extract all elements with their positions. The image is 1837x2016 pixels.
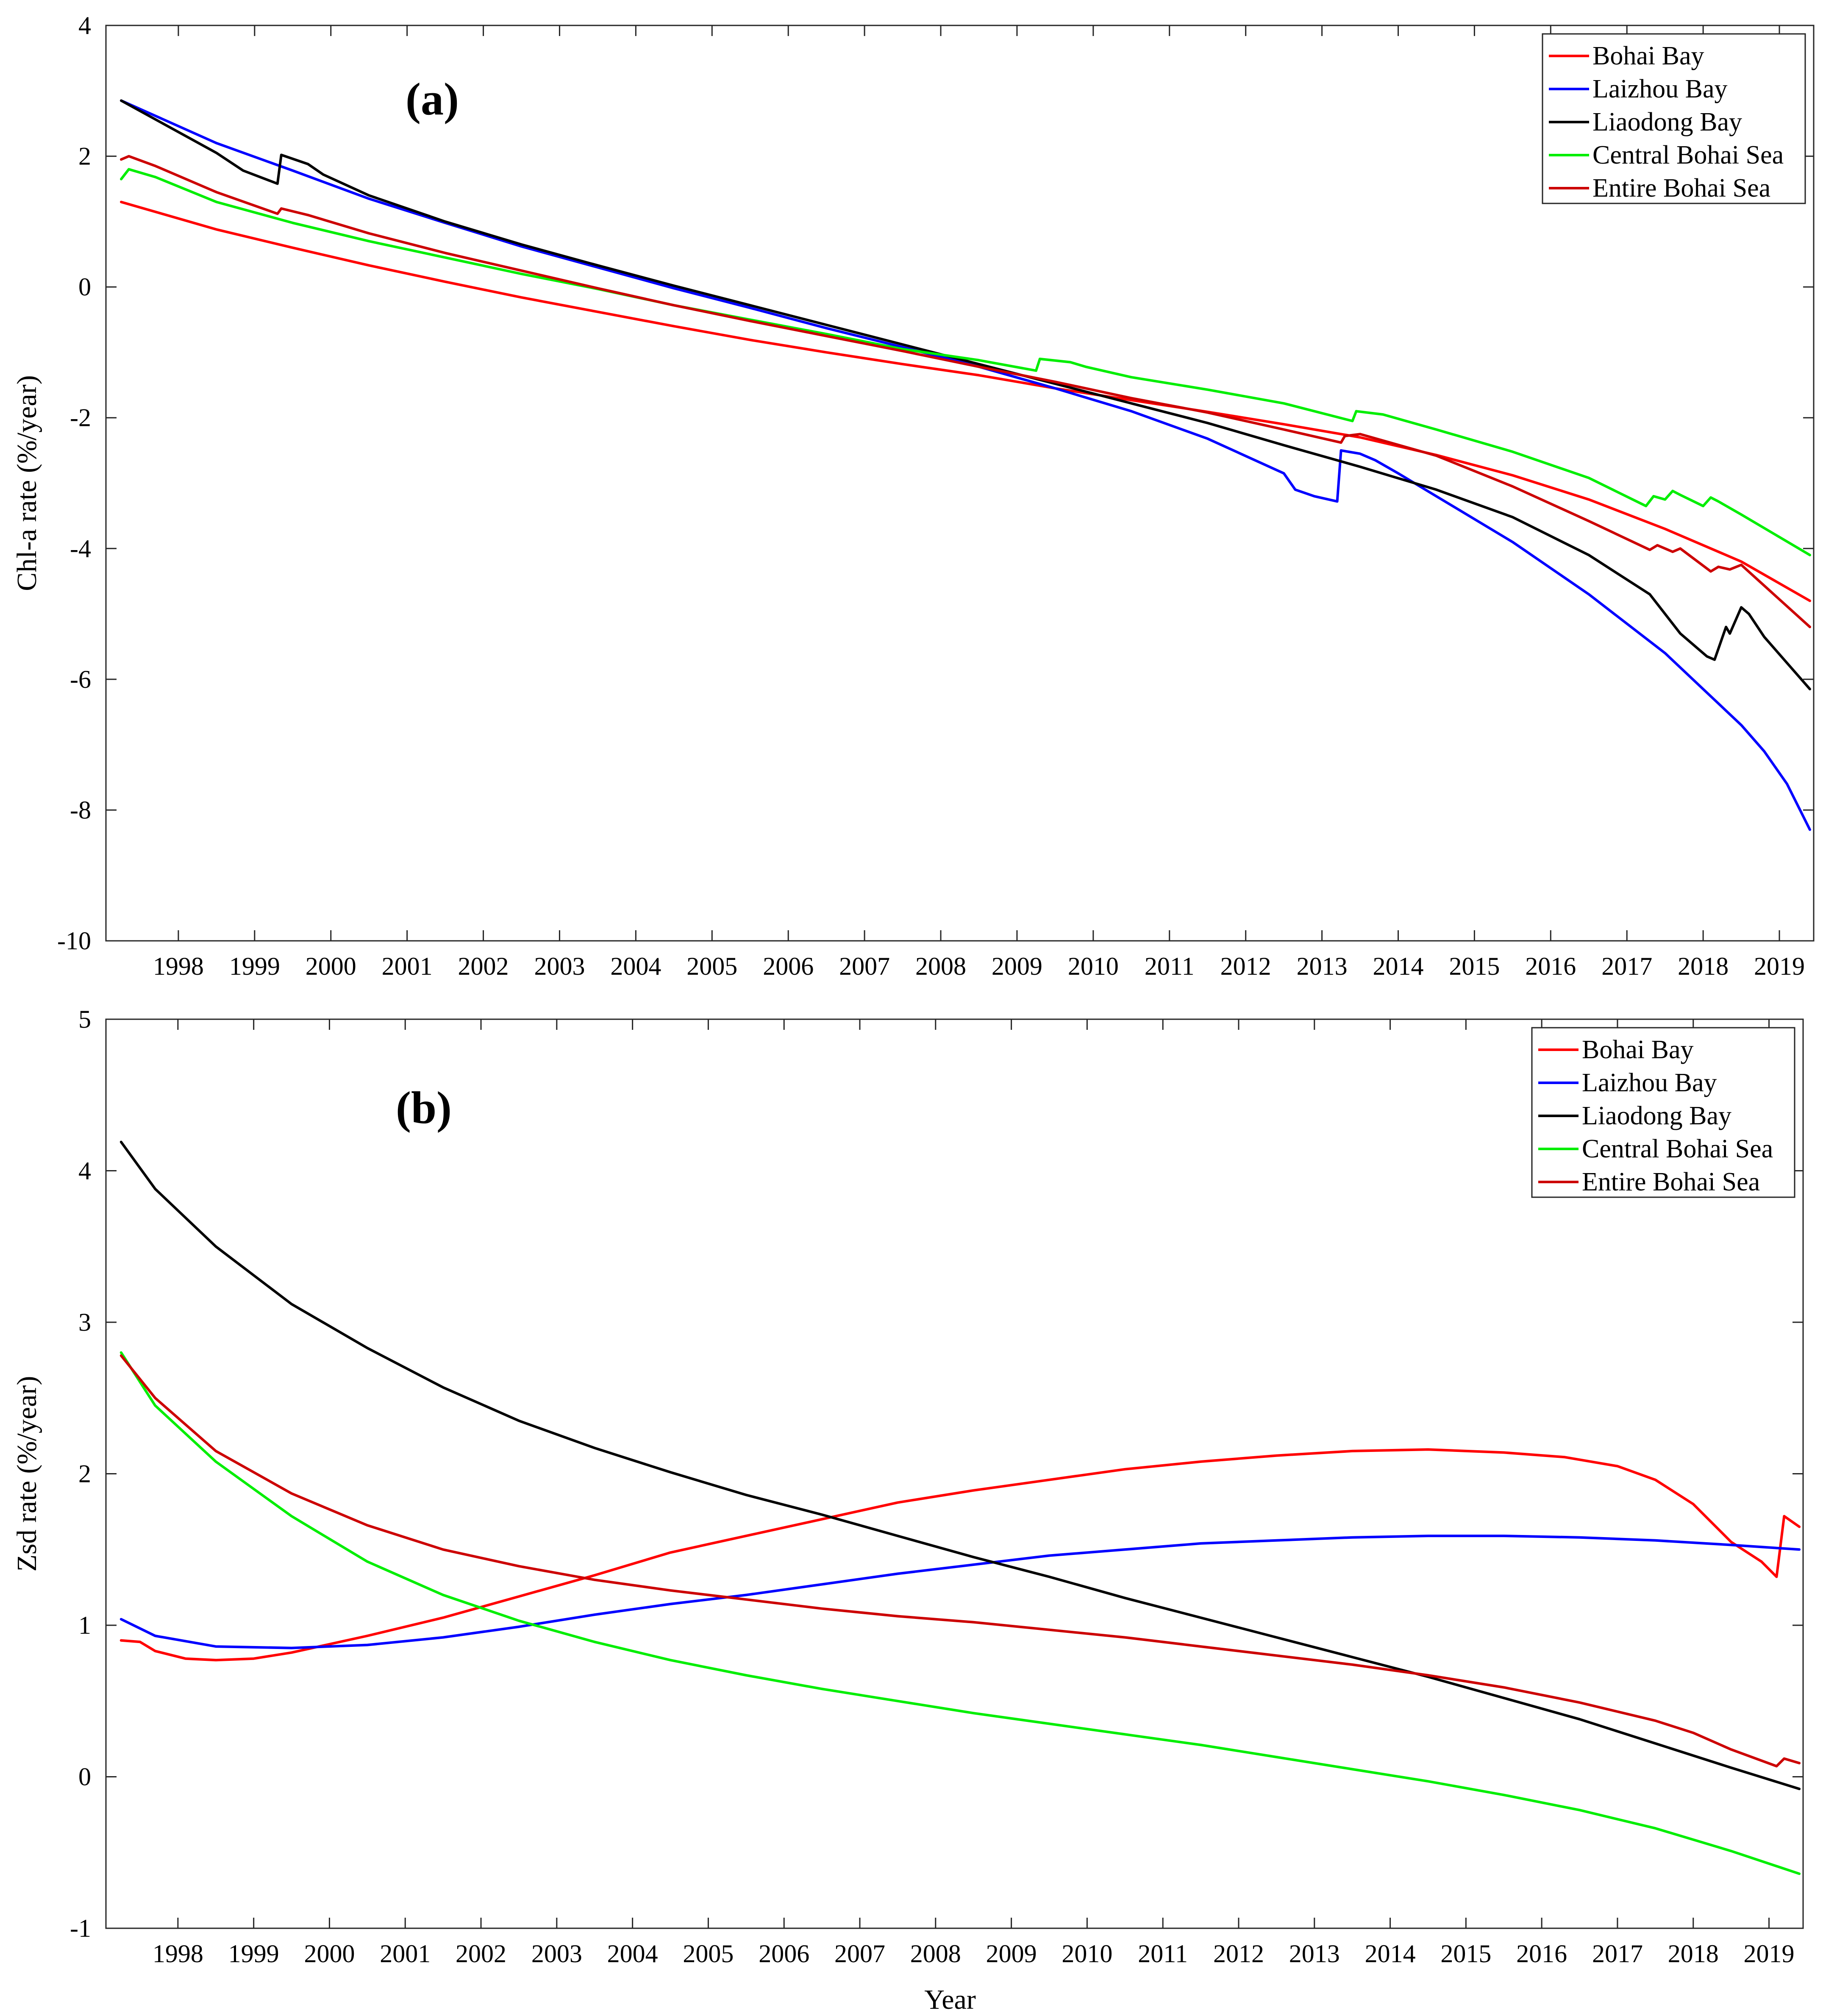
x-tick-label: 1999: [228, 1940, 279, 1968]
series-line-liaodong-bay: [120, 99, 1811, 690]
x-tick-label: 2015: [1440, 1940, 1491, 1968]
x-tick-label: 2000: [304, 1940, 355, 1968]
y-tick-label: -2: [70, 404, 91, 432]
x-tick-label: 2005: [683, 1940, 734, 1968]
x-axis-title: Year: [924, 1984, 976, 2015]
x-tick-label: 2003: [531, 1940, 582, 1968]
x-tick-label: 2018: [1678, 952, 1729, 980]
x-tick-label: 2014: [1373, 952, 1423, 980]
legend-entry: Entire Bohai Sea: [1582, 1168, 1760, 1196]
series-group: [120, 99, 1811, 831]
x-tick-label: 2019: [1744, 1940, 1795, 1968]
x-tick-label: 1998: [153, 952, 204, 980]
x-tick-label: 1999: [229, 952, 280, 980]
series-line-liaodong-bay: [120, 1140, 1801, 1791]
series-line-laizhou-bay: [120, 99, 1811, 831]
legend-entry: Liaodong Bay: [1592, 108, 1742, 136]
y-tick-label: 4: [78, 1157, 91, 1185]
series-line-bohai-bay: [120, 1448, 1801, 1662]
y-tick-label: -8: [70, 796, 91, 824]
legend: Bohai Bay Laizhou Bay Liaodong Bay Central …: [1542, 33, 1806, 204]
x-tick-label: 2009: [992, 952, 1042, 980]
panel-a-chl-a-rate: -10 -8 -6 -4 -2 0 2 4 1998 1999 2000 2001 2002 2003 20…: [11, 11, 1815, 980]
legend-entry: Central Bohai Sea: [1592, 141, 1784, 170]
x-tick-label: 2017: [1601, 952, 1652, 980]
x-tick-label: 2016: [1525, 952, 1576, 980]
legend-entry: Liaodong Bay: [1582, 1101, 1731, 1130]
x-tick-label: 2001: [382, 952, 433, 980]
panel-b-zsd-rate: -1 0 1 2 3 4 5 1998 1999 2000 2001 2002 2003 2004 2005…: [11, 1005, 1804, 1968]
x-tick-label: 2014: [1365, 1940, 1416, 1968]
x-tick-label: 2012: [1220, 952, 1271, 980]
legend-entry: Bohai Bay: [1592, 42, 1704, 70]
series-group: [120, 1140, 1801, 1875]
series-line-entire-bohai-sea: [120, 1354, 1801, 1768]
x-tick-label: 2017: [1592, 1940, 1643, 1968]
y-tick-label: 2: [78, 1460, 91, 1488]
x-tick-label: 2011: [1138, 1940, 1188, 1968]
x-tick-label: 2016: [1516, 1940, 1567, 1968]
x-tick-label: 2015: [1449, 952, 1500, 980]
series-line-bohai-bay: [120, 200, 1811, 602]
x-tick-label: 1998: [153, 1940, 203, 1968]
legend-entry: Bohai Bay: [1582, 1035, 1693, 1064]
legend: Bohai Bay Laizhou Bay Liaodong Bay Central …: [1531, 1027, 1795, 1198]
x-tick-label: 2008: [910, 1940, 961, 1968]
x-tick-label: 2002: [458, 952, 509, 980]
x-tick-label: 2010: [1068, 952, 1119, 980]
legend-entry: Laizhou Bay: [1582, 1068, 1717, 1097]
x-tick-label: 2006: [759, 1940, 809, 1968]
y-tick-label: -1: [70, 1914, 91, 1942]
x-tick-label: 2009: [986, 1940, 1037, 1968]
legend-box: [1531, 1027, 1795, 1198]
plot-frame: [105, 25, 1815, 942]
legend-entry: Central Bohai Sea: [1582, 1135, 1773, 1163]
x-tick-label: 2004: [607, 1940, 658, 1968]
x-tick-label: 2018: [1668, 1940, 1719, 1968]
x-tick-label: 2002: [456, 1940, 506, 1968]
y-tick-label: 4: [78, 11, 91, 39]
x-tick-label: 2005: [686, 952, 737, 980]
series-line-central-bohai-sea: [120, 1351, 1801, 1875]
x-tick-label: 2003: [534, 952, 585, 980]
y-tick-label: -6: [70, 665, 91, 693]
x-tick-label: 2000: [306, 952, 356, 980]
y-tick-label: 3: [78, 1308, 91, 1336]
x-tick-label: 2006: [763, 952, 814, 980]
x-tick-label: 2008: [915, 952, 966, 980]
y-axis-title: Chl-a rate (%/year): [11, 375, 42, 591]
x-tick-label: 2004: [610, 952, 661, 980]
y-tick-label: -4: [70, 534, 91, 562]
y-tick-label: 0: [78, 1763, 91, 1791]
x-tick-label: 2007: [834, 1940, 885, 1968]
y-tick-label: 1: [78, 1611, 91, 1639]
y-axis-title: Zsd rate (%/year): [11, 1376, 42, 1572]
plot-frame: [105, 1018, 1804, 1929]
y-tick-label: 2: [78, 142, 91, 170]
series-line-central-bohai-sea: [120, 168, 1811, 556]
legend-box: [1542, 33, 1806, 204]
panel-label: (b): [396, 1083, 452, 1133]
x-tick-label: 2001: [380, 1940, 431, 1968]
panel-label: (a): [406, 74, 459, 125]
legend-entry: Laizhou Bay: [1592, 75, 1728, 103]
x-tick-label: 2011: [1145, 952, 1195, 980]
x-tick-label: 2013: [1289, 1940, 1340, 1968]
y-tick-label: 0: [78, 273, 91, 301]
x-tick-label: 2019: [1754, 952, 1805, 980]
x-tick-label: 2012: [1213, 1940, 1264, 1968]
y-tick-label: 5: [78, 1005, 91, 1033]
y-tick-label: -10: [57, 927, 91, 955]
x-tick-label: 2010: [1062, 1940, 1112, 1968]
x-tick-label: 2007: [839, 952, 890, 980]
legend-entry: Entire Bohai Sea: [1592, 174, 1770, 203]
x-tick-label: 2013: [1297, 952, 1348, 980]
series-line-laizhou-bay: [120, 1535, 1801, 1649]
series-line-entire-bohai-sea: [120, 155, 1811, 628]
